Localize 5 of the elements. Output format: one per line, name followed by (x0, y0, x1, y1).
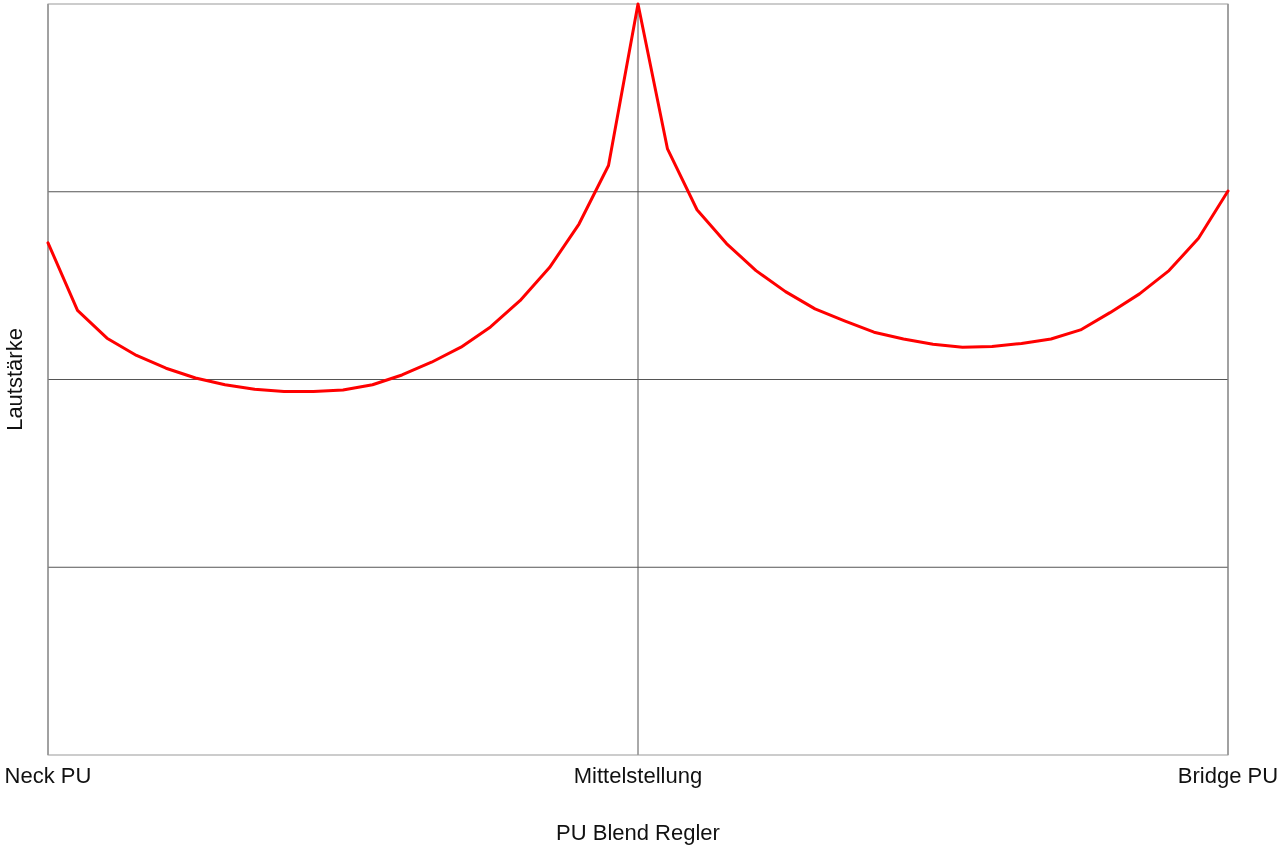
x-tick-label: Neck PU (4, 763, 92, 788)
x-tick-label: Bridge PU (1177, 763, 1279, 788)
y-axis-title: Lautstärke (2, 328, 27, 431)
x-axis-title: PU Blend Regler (556, 820, 720, 845)
x-tick-label: Mittelstellung (573, 763, 703, 788)
